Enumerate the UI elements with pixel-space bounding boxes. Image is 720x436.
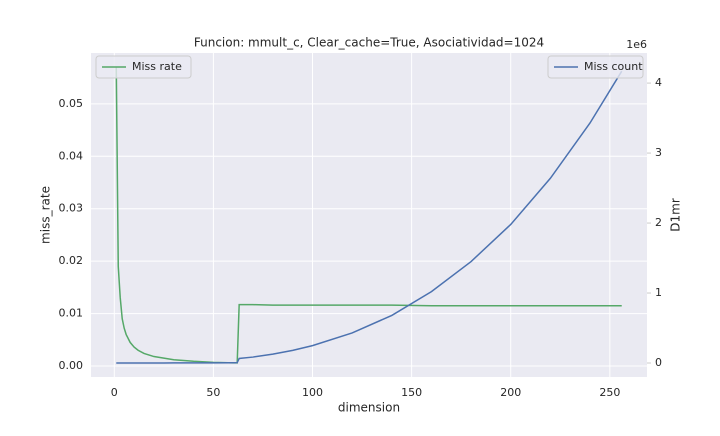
y-tick-label: 0.05 — [59, 97, 84, 110]
legend-box — [547, 55, 644, 79]
x-tick-label: 100 — [302, 386, 323, 399]
x-tick-label: 150 — [401, 386, 422, 399]
legend-box — [95, 55, 192, 79]
y-tick-label: 0.01 — [59, 307, 84, 320]
x-tick-label: 0 — [111, 386, 118, 399]
series-line — [116, 70, 623, 364]
y-axis-label: miss_rate — [39, 186, 53, 244]
y2-tick-label: 2 — [655, 216, 662, 229]
y2-tick-label: 0 — [655, 356, 662, 369]
x-tick-label: 50 — [206, 386, 220, 399]
y-tick-label: 0.04 — [59, 149, 84, 162]
legend-label: Miss rate — [132, 60, 182, 73]
y-tick-label: 0.00 — [59, 359, 84, 372]
y2-offset-label: 1e6 — [626, 38, 647, 51]
y2-tick-label: 4 — [655, 76, 662, 89]
plot-area — [91, 53, 647, 377]
y2-axis-label: D1mr — [669, 198, 683, 232]
chart-title: Funcion: mmult_c, Clear_cache=True, Asoc… — [194, 36, 544, 50]
legend-label: Miss count — [584, 60, 643, 73]
y2-tick-label: 3 — [655, 146, 662, 159]
x-tick-label: 250 — [599, 386, 620, 399]
x-tick-label: 200 — [500, 386, 521, 399]
y2-tick-label: 1 — [655, 286, 662, 299]
y-tick-label: 0.03 — [59, 202, 84, 215]
y-tick-label: 0.02 — [59, 254, 84, 267]
x-axis-label: dimension — [338, 401, 400, 415]
